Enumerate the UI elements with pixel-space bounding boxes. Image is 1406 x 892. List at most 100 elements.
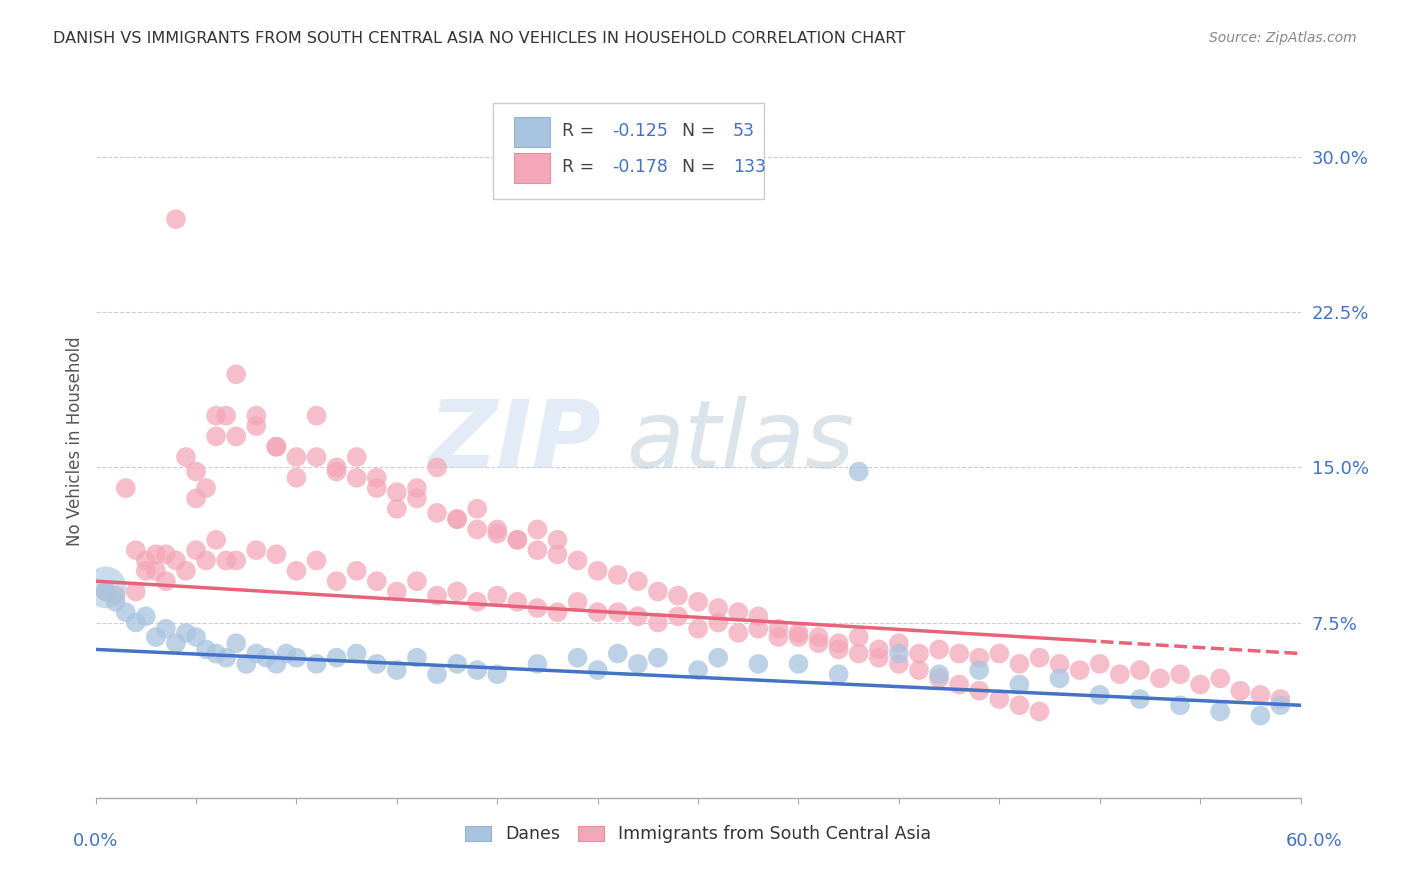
Point: [848, 630, 870, 644]
Point: [366, 471, 388, 485]
Text: 0.0%: 0.0%: [73, 832, 118, 850]
Point: [1168, 698, 1191, 713]
Point: [787, 625, 810, 640]
Point: [184, 465, 207, 479]
Point: [1229, 683, 1251, 698]
Point: [346, 564, 368, 578]
Text: atlas: atlas: [626, 396, 853, 487]
Point: [686, 622, 709, 636]
Point: [205, 429, 228, 443]
Point: [125, 584, 148, 599]
Point: [215, 409, 238, 423]
Point: [305, 409, 328, 423]
Text: N =: N =: [682, 122, 721, 140]
Point: [707, 601, 730, 615]
Point: [666, 609, 689, 624]
Point: [184, 543, 207, 558]
Legend: Danes, Immigrants from South Central Asia: Danes, Immigrants from South Central Asi…: [458, 819, 938, 850]
Point: [145, 630, 167, 644]
Point: [346, 450, 368, 464]
Text: ZIP: ZIP: [429, 395, 602, 488]
Point: [1129, 692, 1152, 706]
Point: [285, 564, 308, 578]
Text: -0.125: -0.125: [613, 122, 668, 140]
Point: [305, 657, 328, 671]
Point: [114, 481, 136, 495]
Point: [465, 595, 488, 609]
Point: [606, 647, 628, 661]
Point: [195, 553, 218, 567]
Point: [145, 547, 167, 561]
Point: [1209, 672, 1232, 686]
Point: [526, 543, 548, 558]
Point: [727, 625, 749, 640]
Point: [225, 553, 247, 567]
Point: [567, 553, 589, 567]
Point: [195, 642, 218, 657]
Bar: [513, 117, 550, 147]
Point: [184, 491, 207, 506]
Point: [174, 564, 197, 578]
Point: [1108, 667, 1130, 681]
Point: [285, 471, 308, 485]
Point: [1129, 663, 1152, 677]
Point: [848, 465, 870, 479]
Point: [125, 615, 148, 630]
Point: [727, 605, 749, 619]
Point: [135, 609, 157, 624]
Point: [506, 595, 529, 609]
Point: [266, 547, 288, 561]
Point: [988, 692, 1011, 706]
Point: [406, 574, 429, 589]
Point: [346, 647, 368, 661]
Point: [385, 485, 408, 500]
Point: [848, 647, 870, 661]
Y-axis label: No Vehicles in Household: No Vehicles in Household: [66, 336, 84, 547]
Point: [1270, 698, 1292, 713]
Point: [1249, 708, 1271, 723]
Point: [1008, 698, 1031, 713]
Point: [747, 609, 769, 624]
Point: [184, 630, 207, 644]
Point: [245, 409, 267, 423]
Point: [245, 647, 267, 661]
Text: R =: R =: [562, 122, 600, 140]
Point: [426, 506, 449, 520]
Point: [928, 672, 950, 686]
Text: 53: 53: [733, 122, 755, 140]
Point: [586, 605, 609, 619]
Point: [114, 605, 136, 619]
Text: DANISH VS IMMIGRANTS FROM SOUTH CENTRAL ASIA NO VEHICLES IN HOUSEHOLD CORRELATIO: DANISH VS IMMIGRANTS FROM SOUTH CENTRAL …: [53, 31, 905, 46]
Point: [1088, 688, 1111, 702]
Point: [125, 543, 148, 558]
Point: [887, 657, 910, 671]
Point: [325, 460, 347, 475]
Text: 133: 133: [733, 158, 766, 176]
Point: [747, 622, 769, 636]
Point: [406, 491, 429, 506]
Point: [366, 657, 388, 671]
Point: [567, 595, 589, 609]
Point: [606, 568, 628, 582]
Point: [215, 650, 238, 665]
Point: [426, 667, 449, 681]
Point: [627, 609, 650, 624]
Point: [967, 663, 990, 677]
Point: [1008, 677, 1031, 691]
Point: [988, 647, 1011, 661]
Point: [446, 512, 468, 526]
Point: [1270, 692, 1292, 706]
Point: [266, 440, 288, 454]
Point: [486, 667, 509, 681]
Point: [827, 667, 849, 681]
Point: [285, 650, 308, 665]
Point: [94, 584, 117, 599]
Point: [1049, 657, 1071, 671]
Point: [205, 409, 228, 423]
Point: [465, 523, 488, 537]
Point: [155, 574, 177, 589]
Point: [486, 526, 509, 541]
Point: [887, 636, 910, 650]
Point: [686, 595, 709, 609]
Point: [787, 657, 810, 671]
